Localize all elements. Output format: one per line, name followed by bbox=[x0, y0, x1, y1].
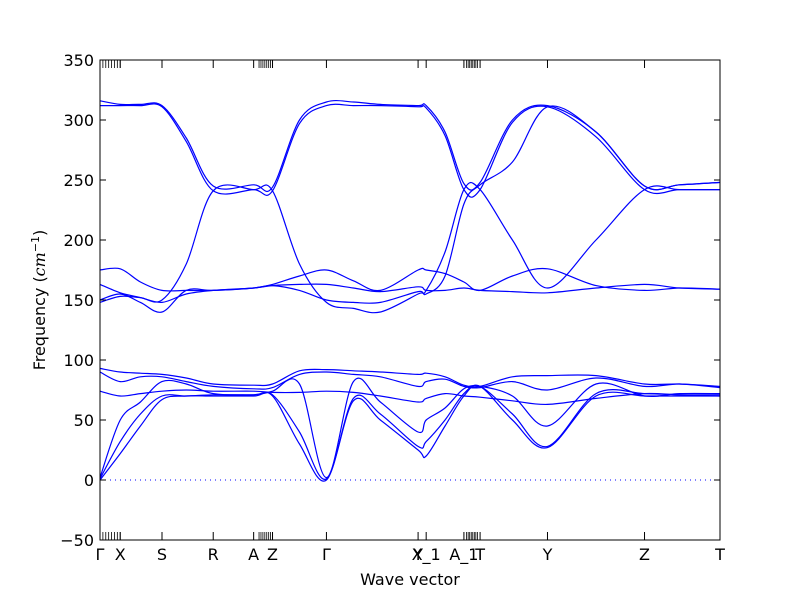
x-tick-label: Z bbox=[267, 545, 278, 564]
x-tick-label: X bbox=[115, 545, 126, 564]
x-tick-label: A bbox=[248, 545, 259, 564]
x-tick-label: T bbox=[474, 545, 485, 564]
band-line-10 bbox=[99, 377, 721, 479]
y-tick-label: 100 bbox=[63, 351, 94, 370]
x-tick-label: Z bbox=[639, 545, 650, 564]
x-tick-label: Γ bbox=[96, 545, 105, 564]
band-line-7 bbox=[99, 367, 721, 388]
x-ticks: Γ X S R A Z Γ YX_1 A_1T Y Z T bbox=[96, 60, 725, 565]
band-line-12 bbox=[99, 384, 720, 482]
band-line-3 bbox=[99, 267, 721, 292]
y-axis-label-text: Frequency ( bbox=[30, 276, 49, 370]
y-axis-label-unit: cm bbox=[30, 252, 49, 276]
x-tick-label: X_1 bbox=[412, 545, 441, 565]
band-lines bbox=[99, 99, 721, 482]
band-line-8 bbox=[99, 371, 721, 391]
band-line-9 bbox=[99, 389, 721, 406]
y-tick-label: 50 bbox=[74, 411, 94, 430]
y-tick-label: 200 bbox=[63, 231, 94, 250]
y-tick-label: −50 bbox=[60, 531, 94, 550]
x-tick-label: S bbox=[157, 545, 167, 564]
y-axis-label-close: ) bbox=[30, 230, 49, 236]
y-tick-label: 0 bbox=[84, 471, 94, 490]
y-tick-label: 250 bbox=[63, 171, 94, 190]
plot-frame bbox=[99, 59, 721, 541]
y-tick-label: 300 bbox=[63, 111, 94, 130]
y-tick-label: 150 bbox=[63, 291, 94, 310]
x-tick-label: R bbox=[208, 545, 219, 564]
x-tick-label: Γ bbox=[322, 545, 331, 564]
y-ticks: −50 0 50 100 150 200 250 300 350 bbox=[60, 51, 720, 550]
x-tick-label: Y bbox=[542, 545, 553, 564]
band-line-5 bbox=[99, 105, 721, 313]
x-axis-label: Wave vector bbox=[360, 570, 460, 589]
y-tick-label: 350 bbox=[63, 51, 94, 70]
y-axis-label: Frequency (cm−1) bbox=[29, 230, 49, 371]
band-line-6 bbox=[99, 181, 720, 314]
band-line-11 bbox=[99, 384, 721, 480]
x-tick-label: T bbox=[714, 545, 725, 564]
band-line-2 bbox=[99, 103, 720, 198]
band-line-1 bbox=[99, 99, 721, 193]
x-tick-label: A_1 bbox=[449, 545, 478, 565]
x-tick-label: Y bbox=[412, 545, 423, 564]
y-axis-label-exponent: −1 bbox=[29, 236, 42, 252]
